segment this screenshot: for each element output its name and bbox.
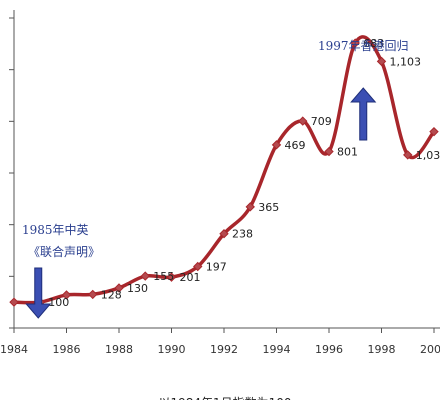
data-point-marker <box>9 297 19 307</box>
data-label: 469 <box>285 139 306 152</box>
data-point-marker <box>350 38 360 48</box>
data-label: 128 <box>101 288 122 301</box>
data-point-marker <box>245 202 255 212</box>
data-point-marker <box>140 271 150 281</box>
data-point-marker <box>324 146 334 157</box>
data-point-marker <box>61 290 72 300</box>
data-label: 130 <box>127 282 148 295</box>
data-point-marker <box>403 150 413 160</box>
x-tick-label: 1996 <box>315 343 343 356</box>
chart-axes: 1984 1986 1988 1990 1992 1994 1996 1998 2000 <box>0 10 440 356</box>
x-tick-label: 1994 <box>263 343 291 356</box>
data-label: 1,032 <box>416 149 440 162</box>
chart-footnote: 以1984年1月指数为100 <box>158 395 291 400</box>
data-point-marker <box>429 126 439 137</box>
data-label: 100 <box>48 296 69 309</box>
data-label: 683 <box>363 37 384 50</box>
data-label: 365 <box>258 201 279 214</box>
data-label: 201 <box>180 271 201 284</box>
arrow-1985-icon <box>25 267 52 319</box>
data-point-marker <box>88 289 98 300</box>
data-labels: 100 128 130 155 201 197 238 365 469 709 801 683 1,10… <box>48 37 440 309</box>
x-tick-label: 1990 <box>158 343 186 356</box>
arrow-1997-icon <box>350 87 377 141</box>
x-tick-label: 1998 <box>368 343 396 356</box>
annotation-1985-line2: 《联合声明》 <box>28 244 100 259</box>
data-label: 709 <box>311 115 332 128</box>
data-point-marker <box>219 229 229 239</box>
data-point-marker <box>376 56 387 67</box>
x-tick-label: 2000 <box>420 343 440 356</box>
annotation-1997: 1997年香港回归 <box>318 39 409 53</box>
x-tick-label: 1988 <box>105 343 133 356</box>
x-tick-label: 1992 <box>210 343 238 356</box>
data-label: 155 <box>153 270 174 283</box>
annotation-1985-line1: 1985年中英 <box>22 222 89 237</box>
data-point-marker <box>114 283 124 293</box>
x-tick-label: 1986 <box>53 343 81 356</box>
data-point-marker <box>298 116 308 126</box>
data-label: 801 <box>337 146 358 159</box>
data-label: 1,103 <box>390 55 422 68</box>
data-label: 238 <box>232 228 253 241</box>
data-point-marker <box>271 140 282 150</box>
chart-annotations: 1985年中英《联合声明》 1997年香港回归以1984年1月指数为100 <box>22 39 409 400</box>
x-tick-label: 1984 <box>0 343 28 356</box>
data-point-marker <box>193 261 203 272</box>
data-point-marker <box>166 272 177 282</box>
data-label: 197 <box>206 261 227 274</box>
